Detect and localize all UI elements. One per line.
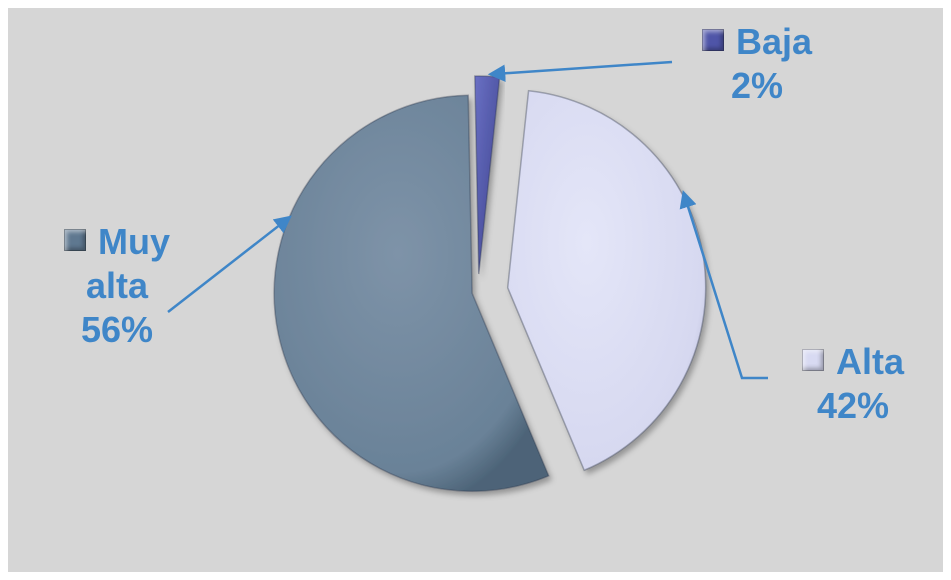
- data-label-muy-alta: Muy alta 56%: [22, 220, 212, 352]
- label-baja-value: 2%: [730, 65, 784, 106]
- label-alta-name: Alta: [835, 341, 904, 382]
- leader-line-muy-alta: [167, 215, 292, 313]
- leader-line-alta: [679, 190, 768, 380]
- data-label-baja: Baja 2%: [672, 20, 842, 108]
- label-muy-alta-name-2: alta: [85, 265, 149, 306]
- label-muy-alta-name-1: Muy: [98, 221, 170, 262]
- pie-slice-muy-alta: [273, 94, 550, 492]
- label-baja-name: Baja: [735, 21, 813, 62]
- data-label-alta: Alta 42%: [768, 340, 938, 428]
- pie-slice-baja: [474, 75, 501, 275]
- label-muy-alta-value: 56%: [80, 309, 154, 350]
- legend-key-baja: [701, 29, 724, 52]
- leader-line-baja: [487, 60, 673, 82]
- legend-key-alta: [801, 349, 824, 372]
- legend-key-muy-alta: [64, 229, 86, 252]
- label-alta-value: 42%: [816, 385, 890, 426]
- pie-slice-alta: [506, 89, 707, 472]
